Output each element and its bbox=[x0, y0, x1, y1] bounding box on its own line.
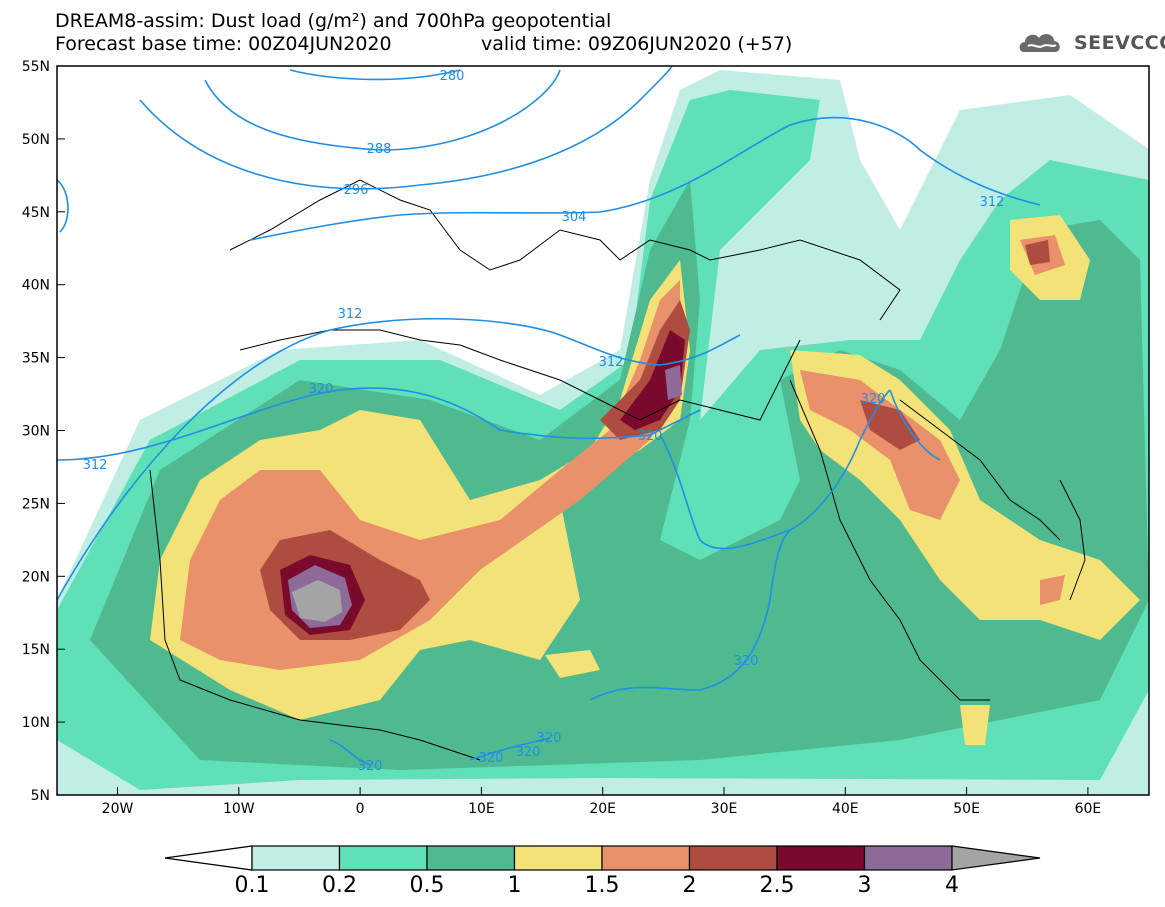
contour-label: 312 bbox=[83, 458, 108, 473]
lon-label: 10E bbox=[468, 801, 495, 817]
contour-label: 296 bbox=[344, 183, 369, 198]
lat-label: 20N bbox=[22, 569, 50, 585]
contour-label: 320 bbox=[479, 751, 504, 766]
colorbar-box bbox=[688, 845, 778, 871]
colorbar-label: 0.1 bbox=[234, 873, 270, 898]
colorbar-box bbox=[251, 845, 341, 871]
lon-label: 10W bbox=[223, 801, 255, 817]
lat-label: 15N bbox=[22, 642, 50, 658]
contour-label: 312 bbox=[338, 307, 363, 322]
contour-label: 304 bbox=[562, 210, 587, 225]
lon-label: 0 bbox=[356, 801, 365, 817]
colorbar-box bbox=[338, 845, 428, 871]
colorbar-box bbox=[601, 845, 691, 871]
contour-label: 320 bbox=[309, 382, 334, 397]
contour-label: 320 bbox=[861, 392, 886, 407]
colorbar-label: 3 bbox=[857, 873, 872, 898]
contour-label: 312 bbox=[599, 355, 624, 370]
lon-label: 20E bbox=[589, 801, 616, 817]
contour-label: 288 bbox=[367, 142, 392, 157]
colorbar bbox=[164, 845, 1041, 871]
colorbar-max-arrow bbox=[951, 845, 1041, 871]
lat-label: 55N bbox=[22, 59, 50, 75]
dust-load-layer bbox=[57, 70, 1149, 795]
geopotential-contours bbox=[57, 66, 1041, 766]
lat-label: 35N bbox=[22, 351, 50, 367]
colorbar-min-arrow bbox=[164, 845, 253, 871]
map-title: DREAM8-assim: Dust load (g/m²) and 700hP… bbox=[55, 10, 612, 32]
colorbar-box bbox=[776, 845, 866, 871]
contour-label: 320 bbox=[537, 731, 562, 746]
lon-label: 50E bbox=[953, 801, 980, 817]
lat-label: 10N bbox=[22, 715, 50, 731]
lon-label: 40E bbox=[832, 801, 859, 817]
latitude-axis: 55N 50N 45N 40N 35N 30N 25N 20N 15N 10N 5N bbox=[22, 59, 65, 804]
lat-label: 25N bbox=[22, 496, 50, 512]
colorbar-label: 0.2 bbox=[322, 873, 357, 898]
coastlines bbox=[149, 179, 1086, 761]
time-info: Forecast base time: 00Z04JUN2020 valid ti… bbox=[55, 33, 792, 55]
colorbar-box bbox=[863, 845, 953, 871]
lat-label: 5N bbox=[31, 788, 50, 804]
longitude-axis: 20W 10W 0 10E 20E 30E 40E 50E 60E bbox=[102, 787, 1102, 817]
lat-label: 30N bbox=[22, 424, 50, 440]
colorbar-label: 1.5 bbox=[584, 873, 620, 898]
lat-label: 50N bbox=[22, 132, 50, 148]
colorbar-box bbox=[513, 845, 603, 871]
contour-label: 320 bbox=[638, 429, 663, 444]
contour-label: 280 bbox=[440, 69, 465, 84]
contour-label: 312 bbox=[980, 195, 1005, 210]
colorbar-label: 4 bbox=[945, 873, 959, 898]
lat-label: 45N bbox=[22, 205, 50, 221]
contour-label: 320 bbox=[516, 745, 541, 760]
valid-time: valid time: 09Z06JUN2020 (+57) bbox=[481, 33, 793, 55]
seevccc-logo: SEEVCCC bbox=[1016, 26, 1165, 58]
cloud-icon bbox=[1019, 34, 1060, 52]
colorbar-label: 2 bbox=[682, 873, 697, 898]
lon-label: 30E bbox=[711, 801, 738, 817]
colorbar-label: 2.5 bbox=[759, 873, 795, 898]
contour-label: 320 bbox=[358, 759, 383, 774]
lon-label: 60E bbox=[1075, 801, 1102, 817]
forecast-base-time: Forecast base time: 00Z04JUN2020 bbox=[55, 33, 392, 55]
colorbar-box bbox=[426, 845, 516, 871]
lon-label: 20W bbox=[102, 801, 134, 817]
colorbar-label: 1 bbox=[507, 873, 522, 898]
colorbar-label: 0.5 bbox=[409, 873, 445, 898]
contour-label: 320 bbox=[734, 654, 759, 669]
lat-label: 40N bbox=[22, 278, 50, 294]
